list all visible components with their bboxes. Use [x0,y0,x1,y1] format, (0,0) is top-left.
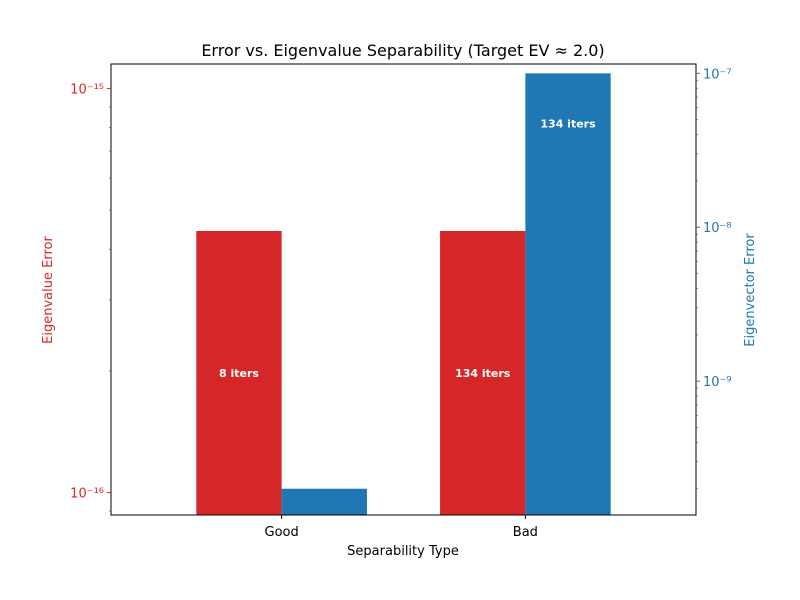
bar-eigenvector-bad [525,73,611,516]
bar-eigenvalue-bad [440,230,526,515]
x-tick-label-bad: Bad [513,525,538,540]
y-axis-right-label: Eigenvector Error [743,233,758,347]
x-tick-label-good: Good [265,525,299,540]
bar-data-label: 134 iters [455,367,511,380]
y-tick-label: 10⁻⁹ [703,375,732,390]
y-axis-left-label: Eigenvalue Error [41,236,56,344]
y-tick-label: 10⁻¹⁶ [70,487,104,502]
ticks: Good Bad 10⁻¹⁶ 10⁻¹⁵ 10⁻⁹ 10⁻⁸ 10⁻⁷ [70,67,731,540]
y-tick-label: 10⁻⁸ [703,221,732,236]
axes [110,63,697,516]
bar-eigenvalue-good [196,230,282,515]
bar-labels: 8 iters 134 iters 134 iters [219,117,596,380]
plot-frame [110,63,697,516]
y-tick-label: 10⁻¹⁵ [70,83,104,98]
bar-data-label: 134 iters [540,117,596,130]
x-axis-label: Separability Type [347,544,459,559]
y-tick-label: 10⁻⁷ [703,67,732,82]
bar-eigenvector-good [281,488,367,515]
bar-data-label: 8 iters [219,367,259,380]
bars [196,73,611,516]
chart-title: Error vs. Eigenvalue Separability (Targe… [201,41,604,60]
